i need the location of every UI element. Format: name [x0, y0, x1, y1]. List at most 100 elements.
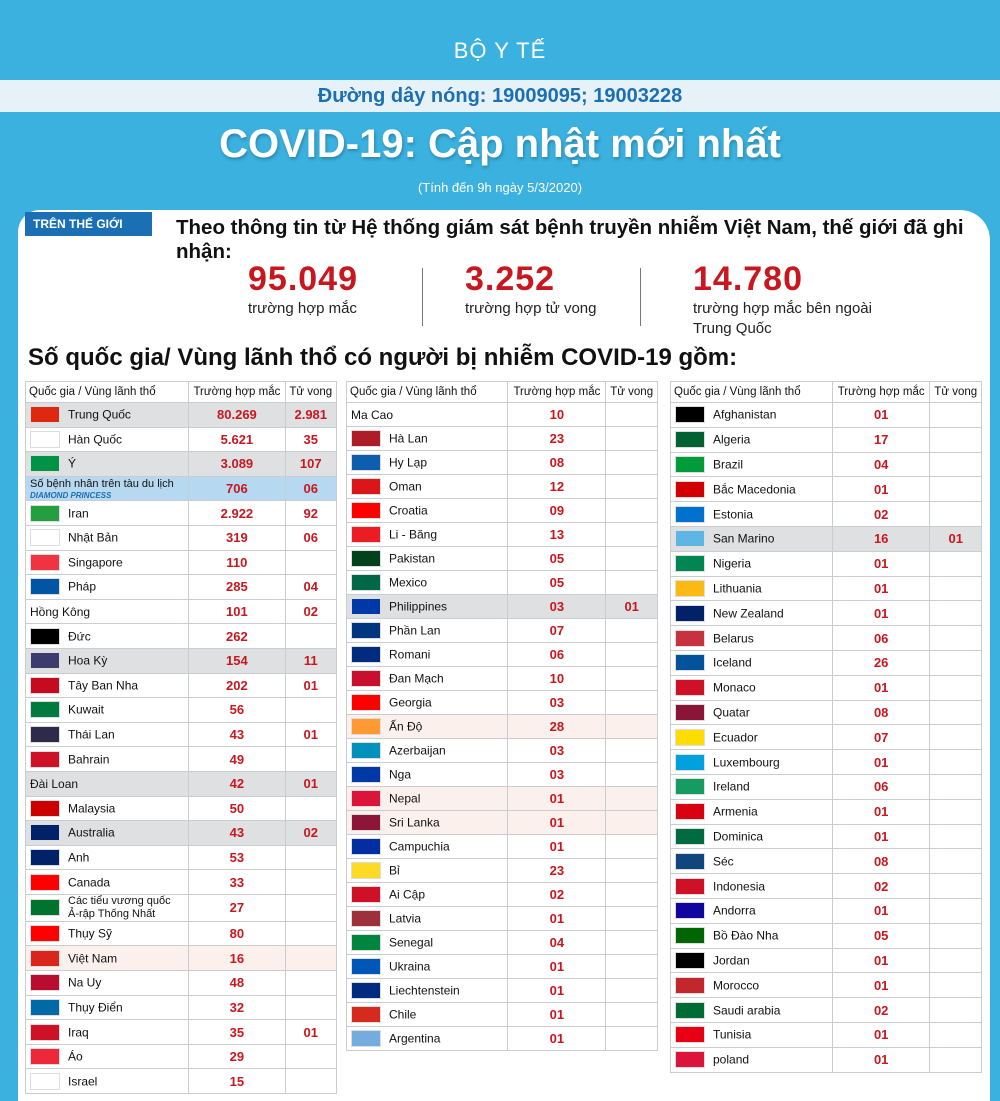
country-name: Thụy Sỹ: [68, 926, 113, 941]
cases-cell: 08: [507, 450, 607, 475]
header-cases: Trường hợp mắc: [507, 381, 607, 403]
flag-icon: [351, 574, 381, 591]
divider: [422, 268, 423, 326]
table-row: Trung Quốc 80.269 2.981: [24, 402, 338, 428]
cases-cell: 07: [507, 618, 607, 643]
deaths-cell: [929, 972, 982, 999]
cases-cell: 01: [831, 600, 931, 627]
deaths-cell: [929, 600, 982, 627]
flag-icon: [30, 824, 60, 842]
header-deaths: Tử vong: [605, 381, 658, 403]
flag-icon: [351, 502, 381, 519]
country-name: Sri Lanka: [389, 815, 440, 830]
country-name: Liechtenstein: [389, 983, 460, 998]
table-row: Ý 3.089 107: [24, 451, 338, 477]
deaths-cell: [929, 649, 982, 676]
cases-cell: 48: [188, 970, 286, 996]
cases-cell: 01: [507, 834, 607, 859]
deaths-cell: [605, 882, 658, 907]
flag-icon: [30, 627, 60, 645]
flag-icon: [351, 694, 381, 711]
cases-cell: 01: [831, 476, 931, 503]
flag-icon: [675, 406, 705, 424]
country-cell: Indonesia: [670, 873, 833, 899]
country-name: Quatar: [713, 705, 750, 720]
country-name: Latvia: [389, 911, 422, 926]
table-row: Indonesia 02: [670, 873, 982, 899]
flag-icon: [30, 406, 60, 424]
country-cell: New Zealand: [670, 600, 833, 627]
deaths-cell: [605, 1026, 658, 1051]
country-name: Nepal: [389, 791, 421, 806]
flag-icon: [351, 958, 381, 975]
cases-cell: 03: [507, 762, 607, 787]
flag-icon: [675, 629, 705, 647]
stat-label: trường hợp tử vong: [465, 300, 597, 317]
cases-cell: 3.089: [188, 451, 286, 477]
cases-cell: 02: [831, 997, 931, 1023]
cases-cell: 01: [831, 823, 931, 850]
country-name: Croatia: [389, 503, 428, 518]
country-cell: Các tiểu vương quốc Ả-rập Thống Nhất: [24, 893, 190, 922]
table-row: Jordan 01: [670, 947, 982, 974]
flag-icon: [675, 604, 705, 622]
cases-cell: 01: [831, 674, 931, 701]
table-row: Luxembourg 01: [670, 749, 982, 775]
cases-cell: 110: [188, 549, 286, 576]
deaths-cell: 92: [284, 500, 338, 526]
table-row: Singapore 110: [24, 549, 338, 576]
cases-cell: 706: [188, 475, 286, 502]
table-row: Chile 01: [345, 1002, 658, 1027]
country-name: Đan Mạch: [389, 671, 444, 686]
country-cell: San Marino: [670, 525, 833, 552]
flag-icon: [675, 728, 705, 746]
country-name: Andorra: [713, 903, 756, 918]
table-row: Nga 03: [345, 762, 658, 787]
table-row: Nepal 01: [345, 786, 658, 811]
flag-icon: [351, 1006, 381, 1023]
cases-cell: 262: [188, 623, 286, 649]
country-cell: Iraq: [24, 1019, 190, 1045]
cases-cell: 2.922: [188, 500, 286, 526]
flag-icon: [675, 654, 705, 672]
deaths-cell: 01: [284, 672, 338, 699]
country-name: Thụy Điển: [68, 1000, 123, 1015]
cases-cell: 285: [188, 574, 286, 600]
deaths-cell: [605, 522, 658, 547]
deaths-cell: [929, 426, 982, 453]
table-row: Thái Lan 43 01: [24, 721, 338, 748]
deaths-cell: [929, 749, 982, 775]
cases-cell: 13: [507, 522, 607, 547]
country-name: Oman: [389, 479, 422, 494]
country-cell: Malaysia: [24, 795, 190, 822]
table-row: Bồ Đào Nha 05: [670, 922, 982, 949]
table-row: Ukraina 01: [345, 954, 658, 979]
deaths-cell: [605, 570, 658, 595]
cases-cell: 23: [507, 858, 607, 883]
country-cell: Tunisia: [670, 1021, 833, 1048]
deaths-cell: [929, 922, 982, 949]
deaths-cell: [929, 947, 982, 974]
deaths-cell: [605, 1002, 658, 1027]
cases-cell: 12: [507, 474, 607, 499]
deaths-cell: [929, 476, 982, 503]
deaths-cell: [605, 930, 658, 955]
deaths-cell: [605, 714, 658, 739]
country-cell: Nepal: [345, 786, 509, 811]
cases-cell: 10: [507, 666, 607, 691]
deaths-cell: [284, 795, 338, 822]
cases-cell: 08: [831, 699, 931, 726]
flag-icon: [675, 976, 705, 994]
cases-cell: 01: [831, 749, 931, 775]
table-row: Latvia 01: [345, 906, 658, 931]
cases-cell: 05: [831, 922, 931, 949]
country-name: Bồ Đào Nha: [713, 928, 779, 943]
deaths-cell: [929, 873, 982, 899]
table-row: Áo 29: [24, 1043, 338, 1070]
country-cell: Quatar: [670, 699, 833, 726]
country-name: Trung Quốc: [68, 407, 131, 422]
country-name: Anh: [68, 850, 90, 865]
flag-icon: [351, 910, 381, 927]
deaths-cell: [929, 798, 982, 825]
country-name: Estonia: [713, 507, 754, 522]
